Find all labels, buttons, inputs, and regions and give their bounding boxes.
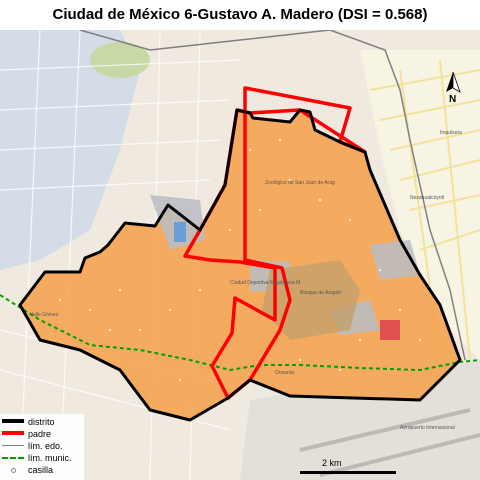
legend-swatch-lim-munic: [2, 457, 24, 459]
legend-item-lim-munic: lím. munic.: [2, 452, 84, 464]
map-place-label: Bosque de Aragón: [300, 290, 342, 296]
legend-item-padre: padre: [2, 428, 84, 440]
map-place-label: Impulsora: [440, 130, 462, 136]
map-title: Ciudad de México 6-Gustavo A. Madero (DS…: [52, 6, 428, 23]
state-boundary: [79, 30, 466, 361]
legend-swatch-lim-edo: [2, 445, 24, 446]
map-place-label: Nezahualcóyotl: [410, 195, 445, 201]
north-arrow-icon: [446, 71, 461, 93]
legend-label: lím. edo.: [28, 441, 63, 451]
scale-bar: 2 km: [300, 458, 396, 478]
legend-item-lim-edo: lím. edo.: [2, 440, 84, 452]
legend-swatch-distrito: [2, 419, 24, 423]
legend-label: distrito: [28, 417, 55, 427]
legend-swatch-casilla: [11, 468, 16, 473]
legend-swatch-padre: [2, 431, 24, 435]
map-canvas[interactable]: N Valle Gómez Ciudad Deportiva Magdalena …: [0, 30, 480, 480]
legend-item-casilla: casilla: [2, 464, 84, 476]
water-patch: [174, 222, 186, 242]
highlight-block: [380, 320, 400, 340]
district-area[interactable]: [20, 110, 460, 420]
district-outline[interactable]: [18, 108, 462, 422]
park-north: [90, 42, 150, 78]
map-place-label: Ciudad Deportiva Magdalena Mixiuhca: [230, 280, 300, 286]
north-label: N: [449, 94, 457, 105]
north-arrow: N: [438, 70, 468, 110]
map-legend: distrito padre lím. edo. lím. munic. cas…: [0, 414, 84, 480]
map-place-label: Aeropuerto Internacional: [400, 425, 455, 431]
polling-station-dots: [59, 139, 421, 381]
state-area-east: [360, 50, 480, 360]
scale-label: 2 km: [322, 458, 342, 468]
airport-runways: [299, 408, 480, 477]
urban-area-west: [0, 30, 140, 270]
municipal-boundary: [0, 294, 480, 372]
map-svg: [0, 30, 480, 480]
scale-bar-line: [300, 471, 396, 474]
map-place-label: Valle Gómez: [30, 312, 59, 318]
legend-label: casilla: [28, 465, 54, 475]
legend-item-distrito: distrito: [2, 416, 84, 428]
legend-label: lím. munic.: [28, 453, 72, 463]
legend-label: padre: [28, 429, 52, 439]
map-place-label: Oceanía: [275, 370, 294, 376]
map-place-label: Zoológico de San Juan de Aragón: [265, 180, 335, 186]
